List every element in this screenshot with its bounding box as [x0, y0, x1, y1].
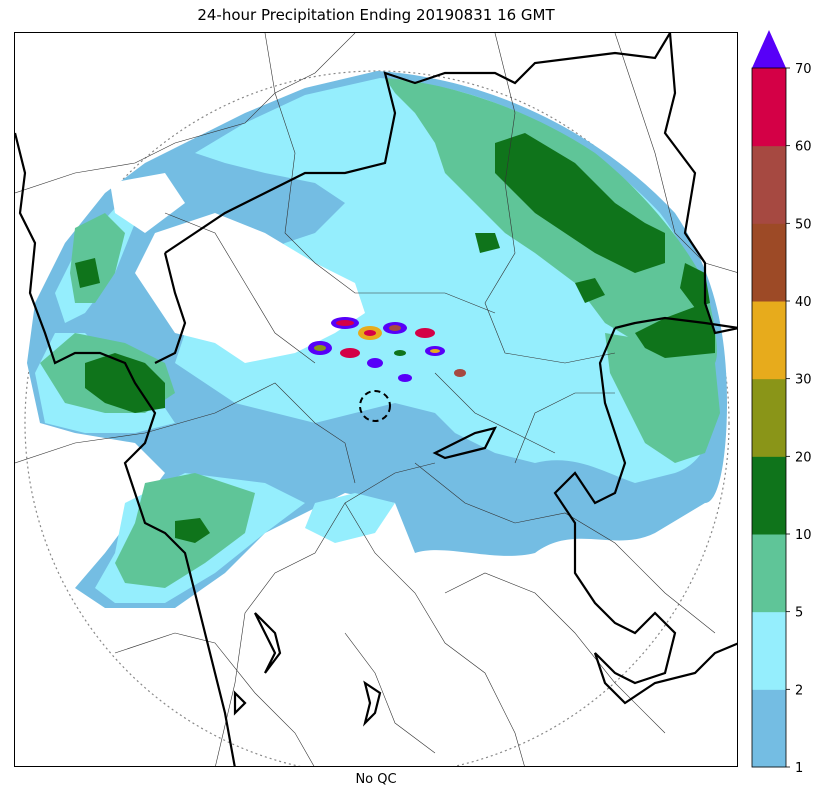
colorbar: 1 2 5 10 20 30 40 50 60 70 [751, 30, 812, 773]
colorbar-tick-label: 20 [795, 450, 812, 465]
colorbar-tick-label: 40 [795, 295, 812, 310]
colorbar-segment [752, 145, 786, 224]
colorbar-tick-label: 10 [795, 528, 812, 543]
district-boundaries [15, 33, 737, 766]
colorbar-tick-label: 2 [795, 683, 803, 698]
radar-site-marker [359, 390, 391, 422]
radar-map-panel [14, 32, 738, 767]
colorbar-tick-label: 70 [795, 62, 812, 77]
clear-zone [135, 213, 365, 363]
colorbar-tick-label: 60 [795, 140, 812, 155]
convective-cells [308, 317, 466, 382]
radar-map [15, 33, 737, 766]
colorbar-tick-label: 5 [795, 606, 803, 621]
map-title: 24-hour Precipitation Ending 20190831 16… [197, 6, 555, 24]
colorbar-outline [751, 67, 787, 768]
colorbar-segment [752, 534, 786, 613]
colorbar-segment [752, 68, 786, 147]
colorbar-segment [752, 378, 786, 457]
colorbar-tick-label: 1 [795, 761, 803, 773]
colorbar-segment [752, 301, 786, 380]
precip-10-20-field [75, 133, 715, 543]
colorbar-segment [752, 611, 786, 690]
colorbar-segment [752, 689, 786, 768]
colorbar-extend-arrow [752, 30, 786, 68]
colorbar-tick-label: 50 [795, 217, 812, 232]
colorbar-segment [752, 456, 786, 535]
colorbar-segment [752, 223, 786, 302]
clear-zone [110, 173, 185, 233]
colorbar-tick-label: 30 [795, 373, 812, 388]
radar-range-ring [24, 70, 730, 766]
state-boundaries [15, 33, 737, 766]
x-axis-label: No QC [355, 772, 397, 787]
